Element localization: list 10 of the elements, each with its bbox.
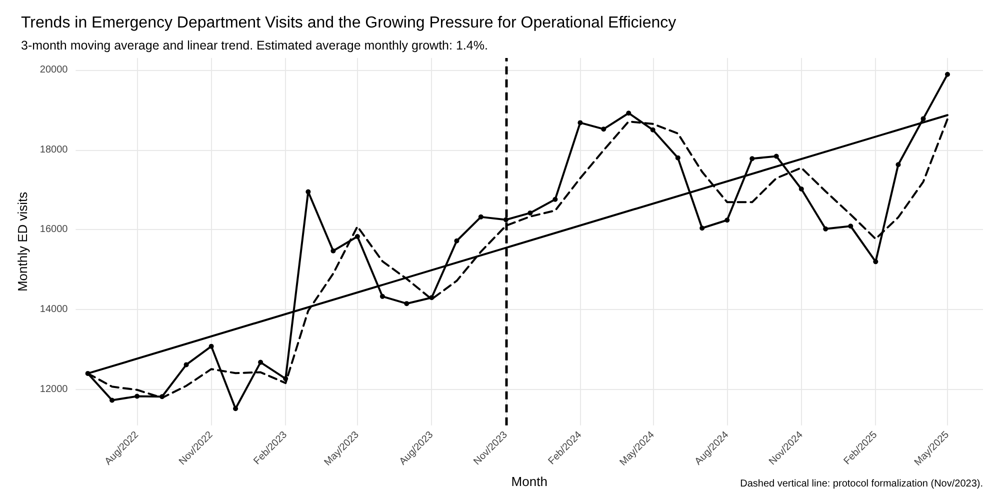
y-tick-label: 16000 <box>40 224 68 236</box>
chart-title: Trends in Emergency Department Visits and the Growing Pressure for Operational Efficiency <box>21 14 676 32</box>
y-tick-label: 18000 <box>40 144 68 156</box>
y-axis-title: Monthly ED visits <box>15 191 30 292</box>
chart-subtitle: 3-month moving average and linear trend. Estimated average monthly growth: 1.4%. <box>21 38 488 52</box>
y-tick-label: 20000 <box>40 64 68 76</box>
text: Dashed vertical line: protocol formalization (Nov/2023). <box>740 478 983 490</box>
y-tick-label: 12000 <box>40 384 68 395</box>
x-axis-title: Month <box>511 474 548 489</box>
y-tick-label: 14000 <box>40 304 68 316</box>
